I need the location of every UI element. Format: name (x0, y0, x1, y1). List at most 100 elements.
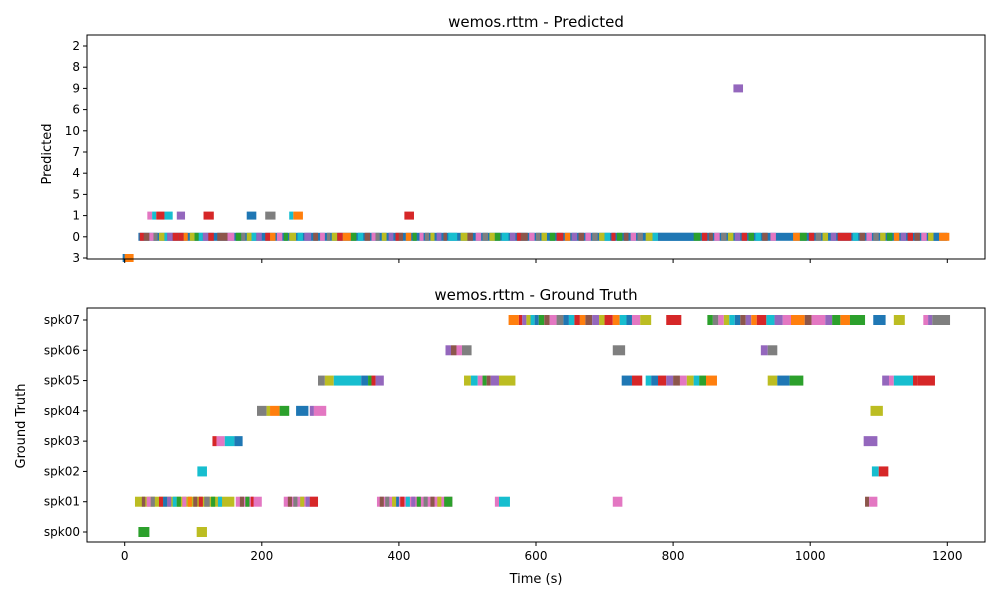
ground-truth-segment (699, 375, 706, 386)
predicted-segment (246, 232, 252, 241)
ground-truth-segment (270, 405, 280, 416)
ground-truth-segment (490, 375, 499, 386)
ground-truth-segment (923, 315, 929, 325)
ground-truth-segment (849, 315, 866, 325)
ground-truth-axes: wemos.rttm - Ground Truth Ground Truth T… (14, 286, 986, 587)
ground-truth-segment (871, 466, 879, 477)
ground-truth-x-ticks: 0 200 400 600 800 1000 1200 (121, 542, 963, 563)
ground-truth-x-tick-label: 800 (662, 549, 685, 563)
ground-truth-segment (182, 496, 187, 507)
predicted-segment (388, 232, 394, 241)
ground-truth-segment (526, 315, 531, 325)
predicted-segment (637, 232, 643, 241)
ground-truth-segment (313, 405, 327, 416)
ground-truth-segment (631, 315, 641, 325)
ground-truth-segment (640, 315, 652, 325)
ground-truth-segment (658, 375, 667, 386)
ground-truth-segment (392, 496, 397, 507)
ground-truth-segment (745, 315, 752, 325)
predicted-segment (289, 211, 294, 220)
ground-truth-segment (423, 496, 428, 507)
ground-truth-x-tick-label: 600 (525, 549, 548, 563)
predicted-segment (381, 232, 387, 241)
predicted-segment (623, 232, 629, 241)
predicted-segment (430, 232, 435, 241)
predicted-segment (866, 232, 872, 241)
ground-truth-segment (508, 315, 519, 325)
predicted-segment (375, 232, 380, 241)
predicted-segment (227, 232, 235, 241)
ground-truth-segment (932, 315, 951, 325)
predicted-y-tick-label: 3 (72, 251, 80, 265)
ground-truth-segment (870, 405, 883, 416)
predicted-segment (770, 232, 776, 241)
predicted-segment (467, 232, 473, 241)
ground-truth-segment (172, 496, 177, 507)
ground-truth-segment (621, 375, 632, 386)
ground-truth-segment (693, 375, 700, 386)
ground-truth-segment (279, 405, 290, 416)
ground-truth-segment (138, 527, 150, 537)
ground-truth-segment (470, 375, 478, 386)
predicted-segment (404, 211, 414, 220)
ground-truth-x-tick-label: 200 (250, 549, 273, 563)
ground-truth-segment (707, 315, 713, 325)
predicted-segment (900, 232, 907, 241)
ground-truth-segment (869, 496, 878, 507)
ground-truth-segments (134, 315, 951, 537)
predicted-segment (793, 232, 800, 241)
predicted-segment (808, 232, 815, 241)
ground-truth-segment (777, 375, 790, 386)
predicted-segment (203, 211, 214, 220)
ground-truth-segment (296, 405, 309, 416)
ground-truth-segment (893, 375, 914, 386)
predicted-segment (152, 211, 157, 220)
predicted-segment (235, 232, 242, 241)
ground-truth-segment (379, 496, 384, 507)
predicted-segment (592, 232, 598, 241)
predicted-y-tick-label: 4 (72, 166, 80, 180)
ground-truth-y-tick-label: spk00 (44, 525, 80, 539)
predicted-segment (734, 232, 741, 241)
ground-truth-segment (889, 375, 894, 386)
predicted-segment (604, 232, 611, 241)
predicted-segment (799, 232, 807, 241)
ground-truth-segment (789, 375, 804, 386)
predicted-segment (198, 232, 203, 241)
ground-truth-segment (928, 315, 933, 325)
ground-truth-segment (679, 375, 687, 386)
ground-truth-segment (522, 315, 527, 325)
predicted-segment (733, 84, 744, 93)
predicted-y-tick-label: 1 (72, 209, 80, 223)
ground-truth-segment (865, 496, 870, 507)
ground-truth-segment (878, 466, 889, 477)
ground-truth-segment (706, 375, 717, 386)
predicted-segment (693, 232, 701, 241)
ground-truth-segment (619, 315, 627, 325)
predicted-segment (886, 232, 893, 241)
ground-truth-segment (477, 375, 483, 386)
predicted-segment (289, 232, 297, 241)
predicted-segments (122, 84, 950, 262)
predicted-segment (283, 232, 288, 241)
ground-truth-segment (305, 496, 310, 507)
ground-truth-y-tick-label: spk02 (44, 464, 80, 478)
predicted-segment (914, 232, 920, 241)
ground-truth-segment (712, 315, 719, 325)
ground-truth-segment (187, 496, 192, 507)
predicted-segment (164, 211, 173, 220)
ground-truth-segment (216, 436, 225, 447)
predicted-segment (529, 232, 535, 241)
predicted-y-tick-label: 8 (72, 60, 80, 74)
predicted-segment (405, 232, 412, 241)
predicted-segment (494, 232, 501, 241)
ground-truth-segment (530, 315, 535, 325)
ground-truth-segment (612, 496, 623, 507)
ground-truth-segment (917, 375, 935, 386)
predicted-segment (176, 211, 186, 220)
predicted-segment (556, 232, 564, 241)
predicted-segment (419, 232, 424, 241)
ground-truth-segment (444, 496, 453, 507)
